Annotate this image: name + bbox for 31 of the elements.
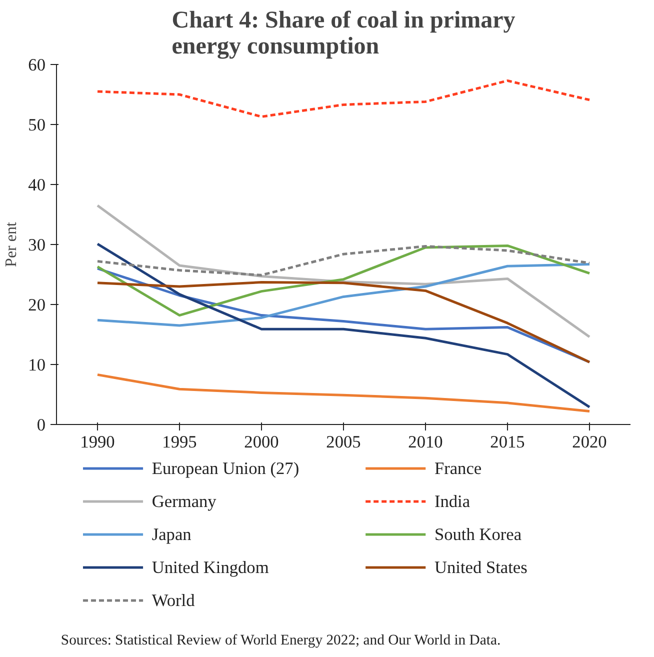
legend-label: European Union (27) [152,459,300,478]
x-tick-label: 2005 [326,432,361,452]
x-tick-label: 1990 [80,432,115,452]
legend-label: United States [434,558,528,577]
x-tick-label: 2020 [572,432,607,452]
legend-label: India [434,492,470,511]
y-tick-label: 40 [28,176,46,194]
legend-label: France [434,459,482,478]
y-axis-title: Per ent [3,222,20,267]
source-note: Sources: Statistical Review of World Energy 2022; and Our World in Data. [60,632,501,648]
legend-label: South Korea [434,525,522,544]
x-tick-label: 2010 [408,432,443,452]
y-tick-label: 50 [28,116,46,134]
line-series [96,263,591,327]
line-series [96,79,591,118]
x-tick-label: 2015 [490,432,525,452]
line-series [96,245,591,276]
line-series [96,373,591,413]
y-tick-label: 30 [28,236,46,254]
x-tick-label: 2000 [244,432,279,452]
y-tick-label: 60 [28,56,46,74]
y-tick-label: 20 [28,296,46,314]
legend-label: United Kingdom [152,558,270,577]
line-series [96,242,591,408]
x-tick-label: 1995 [162,432,197,452]
legend-label: World [152,591,196,610]
y-tick-label: 0 [36,416,46,434]
legend-label: Germany [152,492,217,511]
y-tick-label: 10 [28,356,46,374]
chart-title: Chart 4: Share of coal in primary energy consumption [172,8,516,60]
legend-label: Japan [152,525,192,544]
